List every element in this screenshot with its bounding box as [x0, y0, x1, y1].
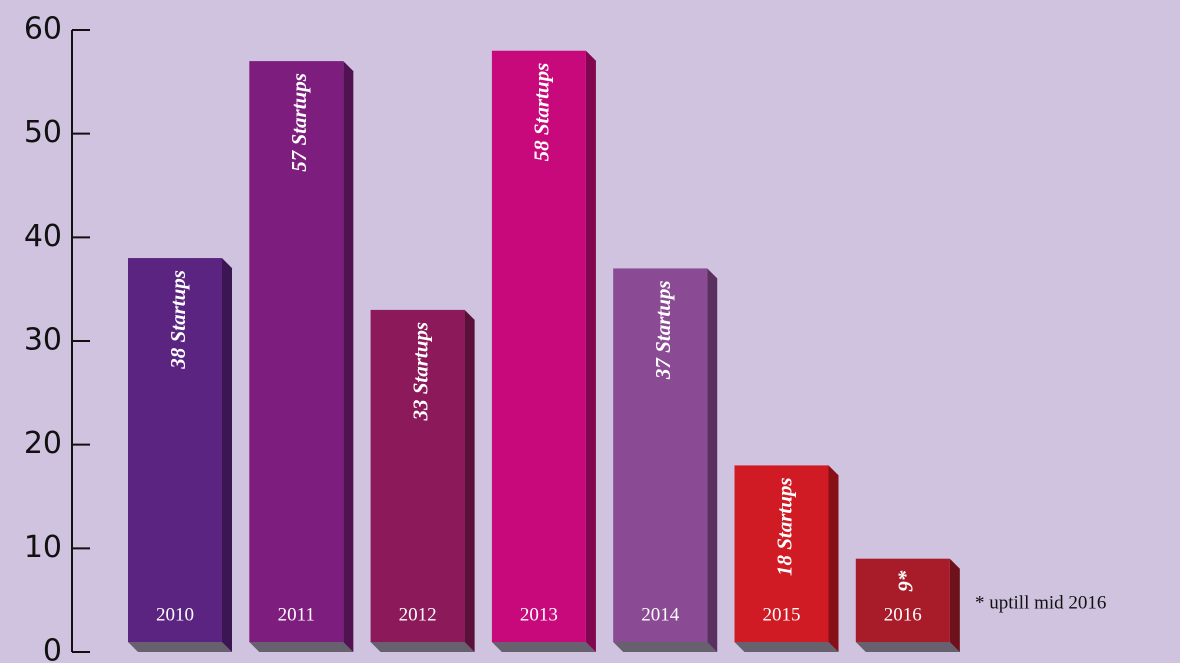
value-label: 57 Startups: [287, 73, 311, 172]
x-tick-label: 2010: [156, 604, 194, 625]
bar: [370, 309, 465, 642]
bar-bottom: [491, 642, 596, 652]
footnote: * uptill mid 2016: [975, 592, 1106, 613]
value-label: 37 Startups: [651, 280, 675, 380]
bar-side-shade: [585, 50, 596, 652]
x-tick-label: 2011: [278, 604, 315, 625]
bar-side-shade: [343, 61, 354, 653]
bar-side-shade: [949, 558, 960, 652]
bar-bottom: [370, 642, 475, 652]
value-label: 38 Startups: [166, 270, 190, 370]
x-tick-label: 2013: [520, 604, 558, 625]
value-label: 18 Startups: [772, 477, 796, 576]
bar-side-shade: [707, 268, 718, 652]
value-label: 58 Startups: [530, 63, 554, 162]
x-tick-label: 2012: [399, 604, 437, 625]
bar: [128, 258, 222, 642]
bar-side: [949, 558, 960, 652]
bar-side-shade: [222, 258, 232, 652]
bar: [855, 558, 950, 642]
bar-side: [222, 258, 232, 652]
bar-bottom: [249, 642, 354, 652]
bar-bottom: [855, 642, 960, 652]
y-tick-label: 10: [24, 530, 62, 565]
y-tick-label: 60: [24, 12, 62, 47]
bar: [249, 61, 344, 643]
x-tick-label: 2015: [763, 604, 801, 625]
y-tick-label: 40: [24, 219, 62, 254]
bar-side: [707, 268, 718, 652]
bar-bottom: [734, 642, 839, 652]
bar-side-shade: [828, 465, 839, 652]
x-tick-label: 2016: [884, 604, 922, 625]
y-tick-label: 30: [24, 323, 62, 358]
bar-side: [828, 465, 839, 652]
y-tick-label: 0: [43, 634, 62, 663]
value-label: 33 Startups: [408, 322, 432, 422]
bar-side: [585, 50, 596, 652]
value-label: 9*: [894, 570, 918, 592]
bar-bottom: [128, 642, 232, 652]
y-tick-label: 50: [24, 115, 62, 150]
bar-side-shade: [464, 309, 475, 652]
y-tick-label: 20: [24, 426, 62, 461]
bar: [734, 465, 829, 642]
bar-side: [464, 309, 475, 652]
bar: [491, 50, 586, 642]
bar-side: [343, 61, 354, 653]
x-tick-label: 2014: [641, 604, 680, 625]
bar: [613, 268, 708, 642]
bar-bottom: [613, 642, 718, 652]
